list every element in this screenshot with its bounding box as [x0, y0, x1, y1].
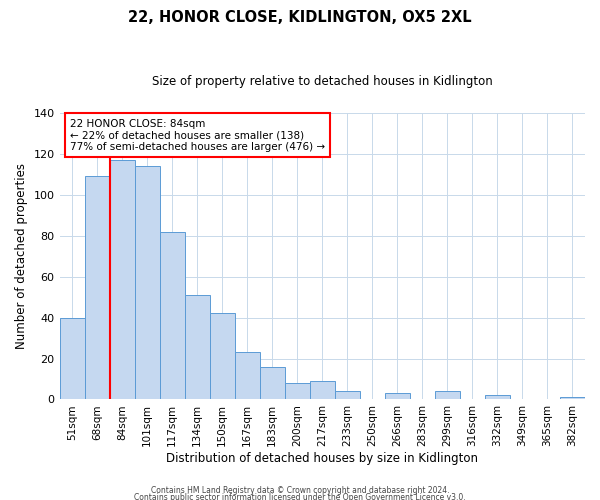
Bar [59, 318, 85, 400]
Bar [335, 392, 360, 400]
Bar [485, 396, 510, 400]
Text: Contains public sector information licensed under the Open Government Licence v3: Contains public sector information licen… [134, 494, 466, 500]
Bar [185, 295, 209, 400]
Bar [385, 394, 410, 400]
Bar [110, 160, 134, 400]
Bar [85, 176, 110, 400]
Bar [285, 383, 310, 400]
Text: 22, HONOR CLOSE, KIDLINGTON, OX5 2XL: 22, HONOR CLOSE, KIDLINGTON, OX5 2XL [128, 10, 472, 25]
Bar [260, 366, 285, 400]
Bar [435, 392, 460, 400]
Bar [235, 352, 260, 400]
Y-axis label: Number of detached properties: Number of detached properties [15, 163, 28, 349]
Bar [560, 398, 585, 400]
Bar [310, 381, 335, 400]
Title: Size of property relative to detached houses in Kidlington: Size of property relative to detached ho… [152, 75, 493, 88]
Bar [209, 314, 235, 400]
Text: 22 HONOR CLOSE: 84sqm
← 22% of detached houses are smaller (138)
77% of semi-det: 22 HONOR CLOSE: 84sqm ← 22% of detached … [70, 118, 325, 152]
X-axis label: Distribution of detached houses by size in Kidlington: Distribution of detached houses by size … [166, 452, 478, 465]
Bar [134, 166, 160, 400]
Text: Contains HM Land Registry data © Crown copyright and database right 2024.: Contains HM Land Registry data © Crown c… [151, 486, 449, 495]
Bar [160, 232, 185, 400]
